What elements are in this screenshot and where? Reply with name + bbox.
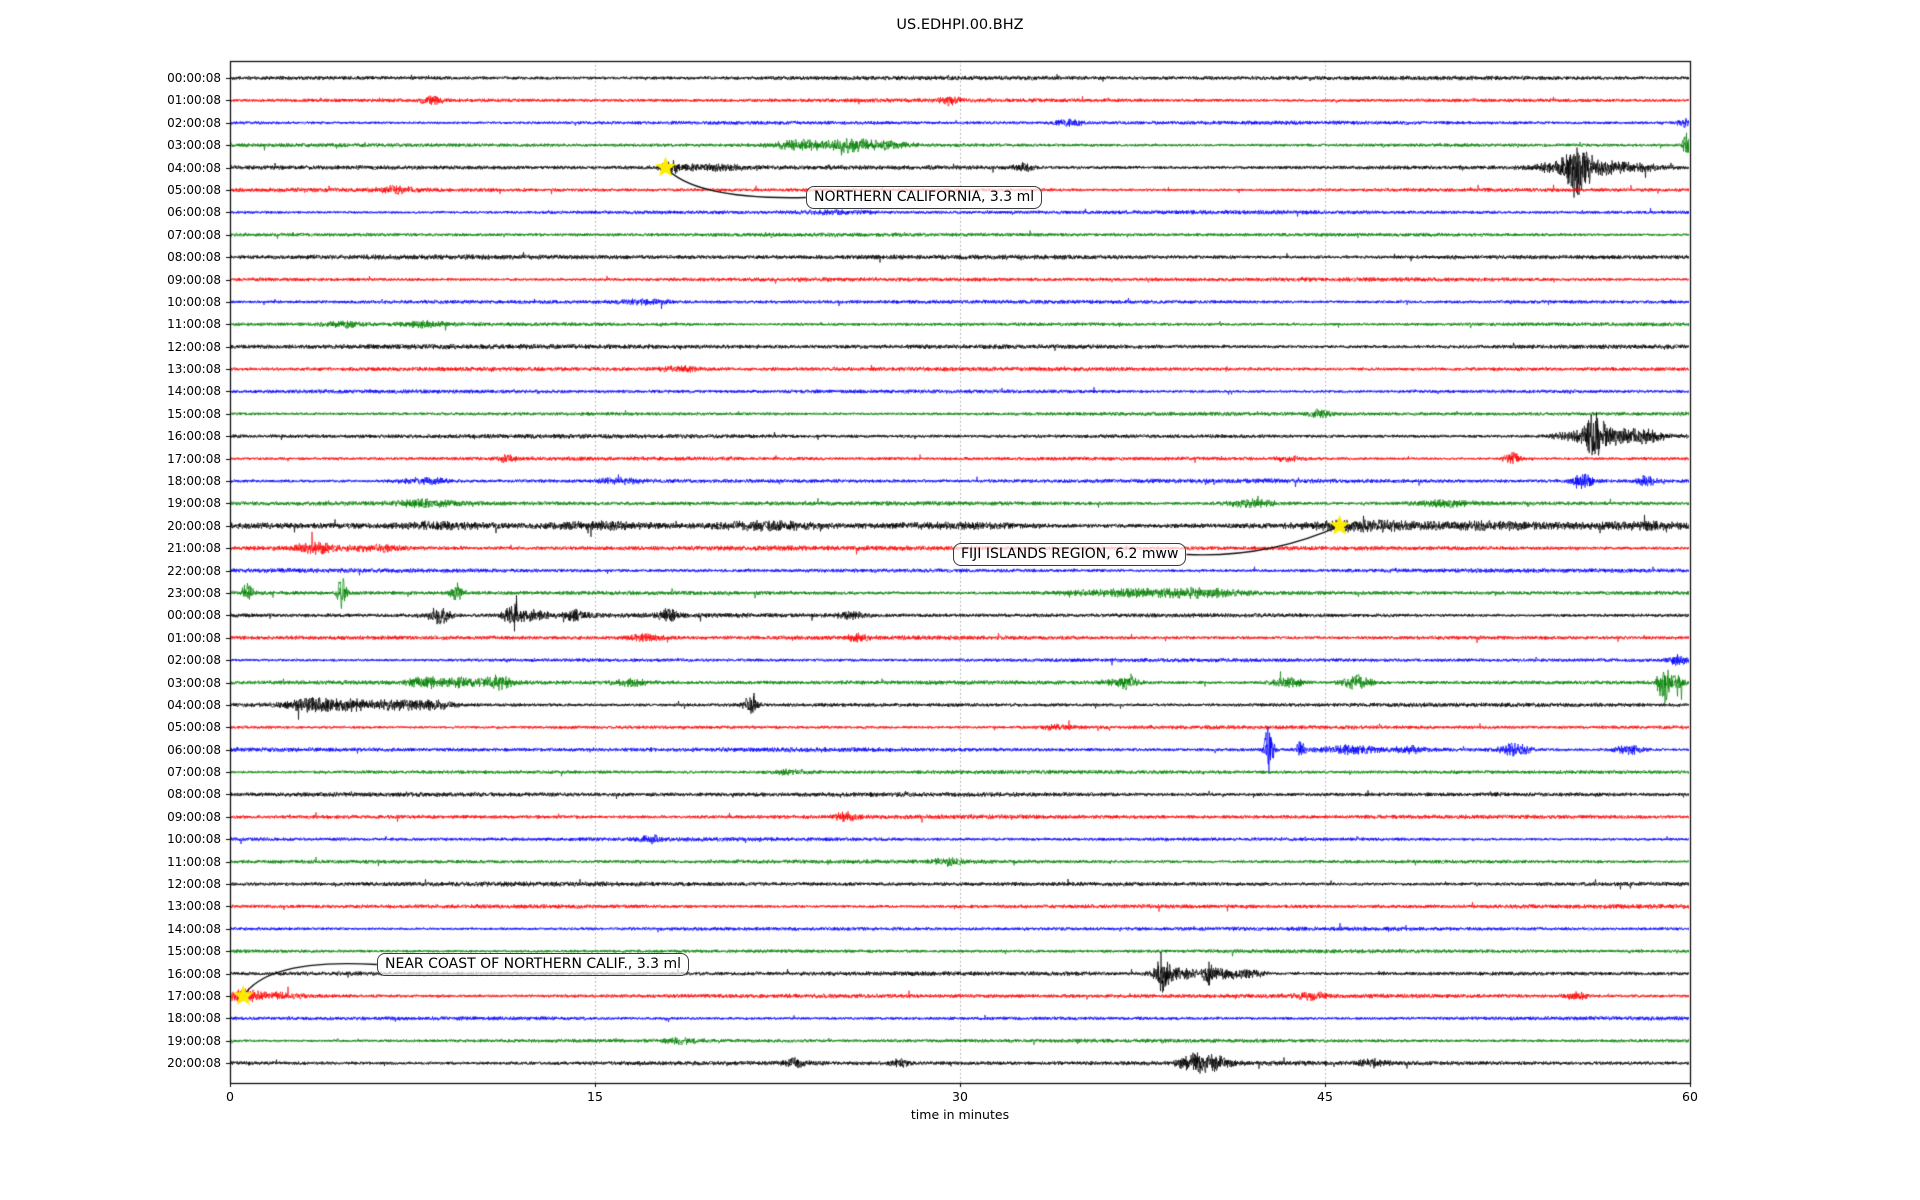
row-time-label: 03:00:08 [167, 138, 221, 153]
x-tick-label: 0 [226, 1089, 234, 1104]
row-time-label: 20:00:08 [167, 518, 221, 533]
row-time-label: 18:00:08 [167, 1011, 221, 1026]
row-time-label: 19:00:08 [167, 1033, 221, 1048]
row-time-label: 13:00:08 [167, 362, 221, 377]
row-time-label: 21:00:08 [167, 541, 221, 556]
row-time-label: 06:00:08 [167, 205, 221, 220]
row-time-label: 07:00:08 [167, 227, 221, 242]
row-time-label: 06:00:08 [167, 742, 221, 757]
row-time-label: 02:00:08 [167, 653, 221, 668]
event-annotation: NORTHERN CALIFORNIA, 3.3 ml [806, 186, 1043, 210]
row-time-label: 14:00:08 [167, 921, 221, 936]
row-time-label: 23:00:08 [167, 585, 221, 600]
row-time-label: 05:00:08 [167, 720, 221, 735]
row-time-label: 17:00:08 [167, 451, 221, 466]
x-tick-label: 60 [1682, 1089, 1698, 1104]
row-time-label: 05:00:08 [167, 182, 221, 197]
row-time-label: 04:00:08 [167, 697, 221, 712]
row-time-label: 01:00:08 [167, 93, 221, 108]
row-time-label: 02:00:08 [167, 115, 221, 130]
row-time-label: 12:00:08 [167, 339, 221, 354]
row-time-label: 10:00:08 [167, 294, 221, 309]
row-time-label: 00:00:08 [167, 71, 221, 85]
row-time-label: 15:00:08 [167, 944, 221, 959]
row-time-label: 19:00:08 [167, 496, 221, 511]
row-time-label: 00:00:08 [167, 608, 221, 623]
row-time-label: 13:00:08 [167, 899, 221, 914]
x-tick-label: 30 [952, 1089, 968, 1104]
row-time-label: 08:00:08 [167, 787, 221, 802]
row-time-label: 03:00:08 [167, 675, 221, 690]
row-time-label: 14:00:08 [167, 384, 221, 399]
row-time-label: 07:00:08 [167, 765, 221, 780]
event-annotation: NEAR COAST OF NORTHERN CALIF., 3.3 ml [377, 953, 690, 977]
row-time-label: 08:00:08 [167, 250, 221, 265]
row-time-label: 16:00:08 [167, 966, 221, 981]
row-time-label: 09:00:08 [167, 809, 221, 824]
event-annotation: FIJI ISLANDS REGION, 6.2 mww [953, 543, 1187, 567]
row-time-label: 11:00:08 [167, 317, 221, 332]
row-time-label: 22:00:08 [167, 563, 221, 578]
row-time-label: 11:00:08 [167, 854, 221, 869]
x-axis-label: time in minutes [910, 1107, 1010, 1122]
row-time-label: 17:00:08 [167, 988, 221, 1003]
row-time-label: 04:00:08 [167, 160, 221, 175]
row-time-label: 10:00:08 [167, 832, 221, 847]
row-time-label: 09:00:08 [167, 272, 221, 287]
row-time-label: 12:00:08 [167, 877, 221, 892]
x-tick-label: 15 [587, 1089, 603, 1104]
plot-title: US.EDHPI.00.BHZ [896, 17, 1024, 33]
row-time-label: 01:00:08 [167, 630, 221, 645]
x-tick-label: 45 [1317, 1089, 1333, 1104]
row-time-label: 15:00:08 [167, 406, 221, 421]
row-time-label: 20:00:08 [167, 1056, 221, 1071]
row-time-label: 16:00:08 [167, 429, 221, 444]
row-time-label: 18:00:08 [167, 474, 221, 489]
